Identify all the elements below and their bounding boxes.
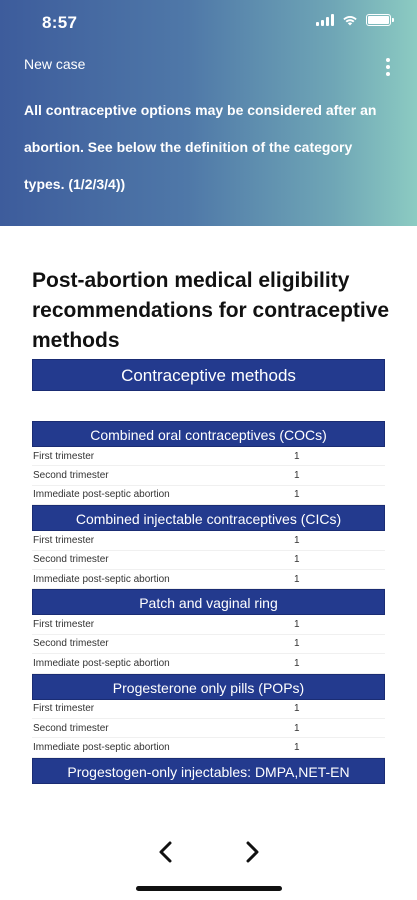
wifi-icon bbox=[343, 15, 357, 26]
row-label: Second trimester bbox=[33, 722, 109, 734]
header: 8:57 New case All contraceptive options … bbox=[0, 0, 417, 226]
row-value: 1 bbox=[294, 722, 300, 734]
table-row: Immediate post-septic abortion 1 bbox=[32, 654, 385, 674]
page-title: New case bbox=[24, 56, 86, 72]
row-label: Second trimester bbox=[33, 638, 109, 650]
row-value: 1 bbox=[294, 619, 300, 631]
table-row: Immediate post-septic abortion 1 bbox=[32, 486, 385, 506]
table-row: First trimester 1 bbox=[32, 700, 385, 719]
row-label: First trimester bbox=[33, 703, 95, 715]
row-label: Immediate post-septic abortion bbox=[33, 657, 170, 669]
main-title: Post-abortion medical eligibility recomm… bbox=[32, 269, 390, 352]
table-row: First trimester 1 bbox=[32, 531, 385, 551]
table-row: Immediate post-septic abortion 1 bbox=[32, 738, 385, 758]
more-vertical-icon[interactable] bbox=[385, 58, 391, 76]
row-label: First trimester bbox=[33, 619, 95, 631]
battery-icon bbox=[366, 14, 394, 26]
table-row: Second trimester 1 bbox=[32, 719, 385, 739]
group-header: Combined injectable contraceptives (CICs… bbox=[32, 505, 385, 532]
row-value: 1 bbox=[294, 703, 300, 715]
methods-header: Contraceptive methods bbox=[32, 359, 385, 391]
row-value: 1 bbox=[294, 554, 300, 566]
row-label: First trimester bbox=[33, 450, 95, 462]
status-time: 8:57 bbox=[42, 13, 78, 32]
row-value: 1 bbox=[294, 534, 300, 546]
signal-icon bbox=[316, 14, 334, 26]
row-label: Second trimester bbox=[33, 470, 109, 482]
table-row: Second trimester 1 bbox=[32, 551, 385, 570]
table-row: Second trimester 1 bbox=[32, 635, 385, 655]
group-header: Progestogen-only injectables: DMPA,NET-E… bbox=[32, 757, 385, 784]
row-value: 1 bbox=[294, 657, 300, 669]
chevron-left-icon[interactable] bbox=[156, 840, 176, 864]
row-value: 1 bbox=[294, 450, 300, 462]
row-value: 1 bbox=[294, 741, 300, 753]
row-label: First trimester bbox=[33, 534, 95, 546]
table-row: First trimester 1 bbox=[32, 447, 385, 467]
row-value: 1 bbox=[294, 470, 300, 482]
row-value: 1 bbox=[294, 489, 300, 501]
notice-text: All contraceptive options may be conside… bbox=[24, 102, 377, 192]
table-row: First trimester 1 bbox=[32, 615, 385, 635]
group-header: Patch and vaginal ring bbox=[32, 589, 385, 616]
chevron-right-icon[interactable] bbox=[242, 840, 262, 864]
table-row: Immediate post-septic abortion 1 bbox=[32, 570, 385, 590]
row-label: Immediate post-septic abortion bbox=[33, 573, 170, 585]
pager-nav bbox=[0, 836, 417, 866]
eligibility-table: Combined oral contraceptives (COCs) Firs… bbox=[32, 421, 385, 784]
status-icons bbox=[316, 14, 394, 26]
row-value: 1 bbox=[294, 638, 300, 650]
group-header: Progesterone only pills (POPs) bbox=[32, 673, 385, 700]
group-header: Combined oral contraceptives (COCs) bbox=[32, 421, 385, 447]
home-indicator bbox=[136, 886, 282, 891]
table-row: Second trimester 1 bbox=[32, 466, 385, 486]
row-label: Immediate post-septic abortion bbox=[33, 741, 170, 753]
row-label: Immediate post-septic abortion bbox=[33, 489, 170, 501]
row-value: 1 bbox=[294, 573, 300, 585]
row-label: Second trimester bbox=[33, 554, 109, 566]
